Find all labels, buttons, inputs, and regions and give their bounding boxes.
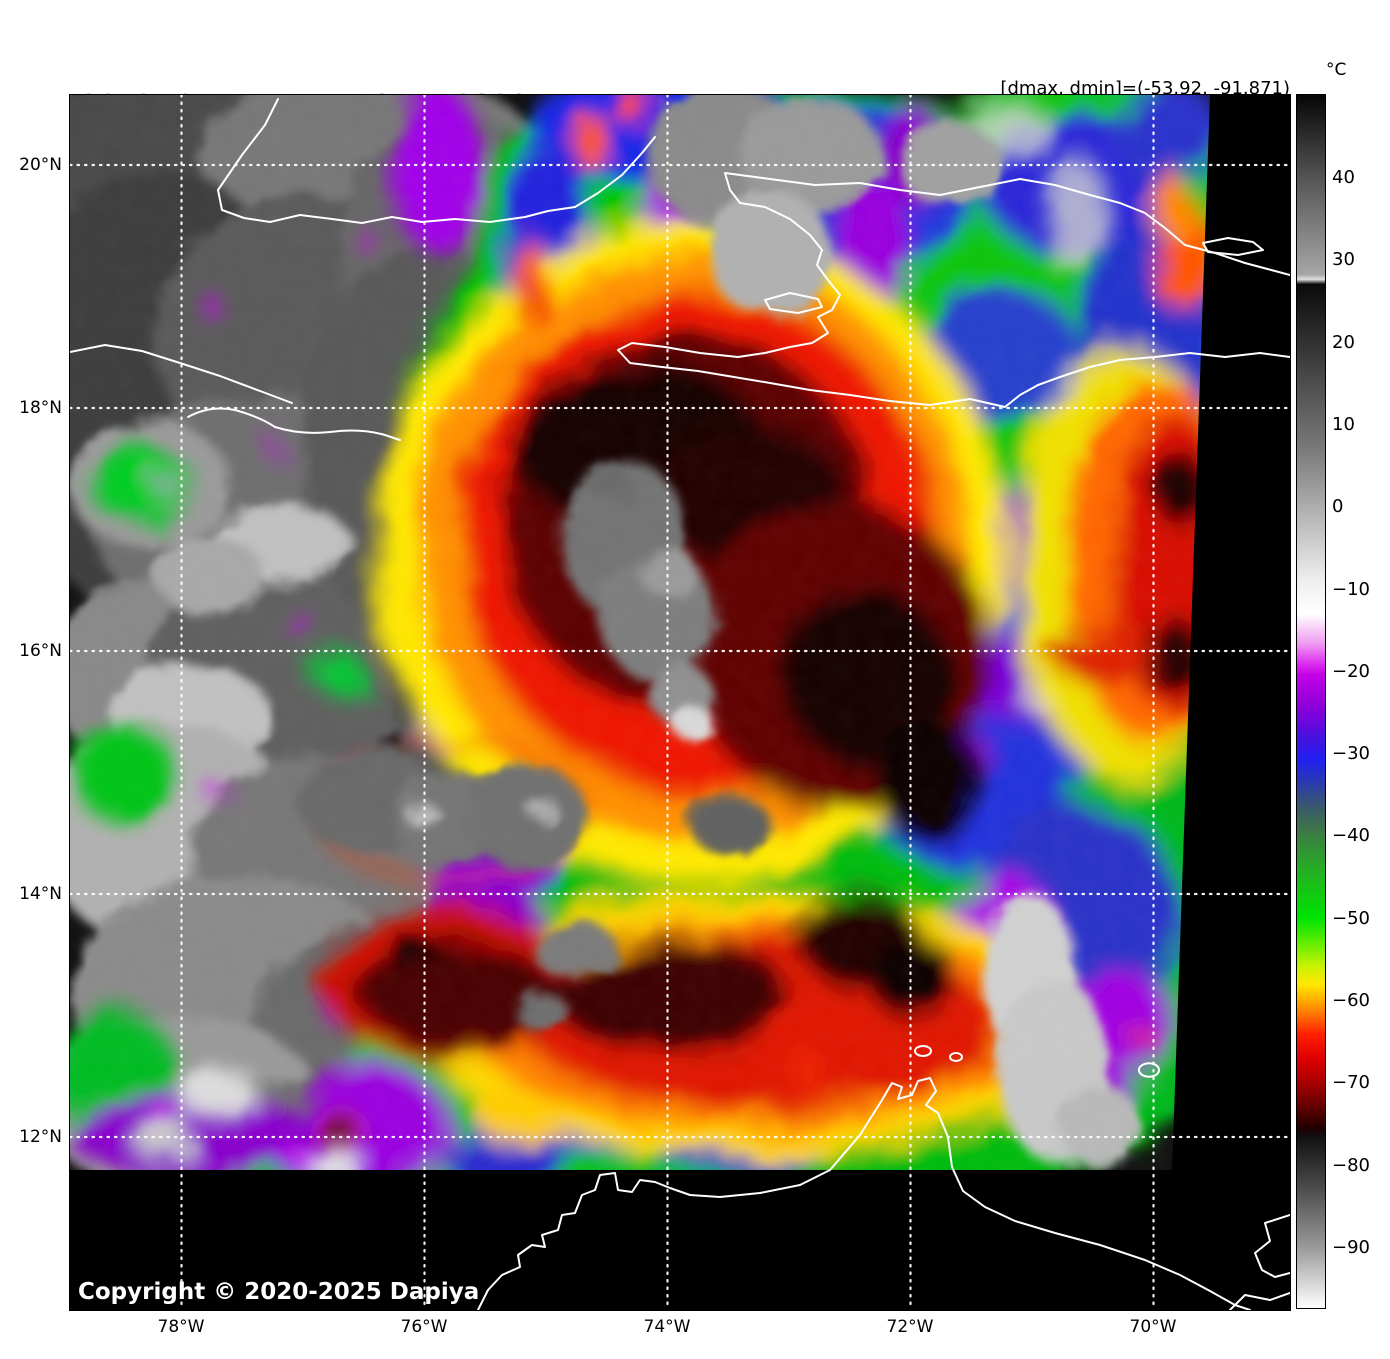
coastline-islet-2 [949,1052,963,1062]
colorbar-tick-label: −60 [1332,990,1370,1011]
colorbar-gradient [1297,95,1325,1308]
coastline-cuba [217,98,656,224]
coastline-hispaniola-north [724,172,1290,276]
lat-axis-label: 14°N [19,884,62,904]
coastline-gonave-island [764,292,823,314]
colorbar-tick-label: 20 [1332,332,1355,353]
coastline-south-america [477,1077,1251,1310]
coastline-paraguana [1254,1214,1290,1278]
lon-axis-label: 70°W [1129,1317,1177,1337]
lon-axis-label: 74°W [643,1317,691,1337]
lon-axis-label: 78°W [157,1317,205,1337]
colorbar-tick-label: −80 [1332,1155,1370,1176]
coastline-jamaica [187,407,401,441]
colorbar-tick-label: −30 [1332,743,1370,764]
satellite-imagery [70,95,1290,1310]
colorbar-tick-label: 30 [1332,249,1355,270]
colorbar-tick-label: −20 [1332,661,1370,682]
dmax-dmin-label: [dmax, dmin]=(-53.92, -91.871) [1000,78,1290,99]
colorbar-unit-label: °C [1326,60,1347,80]
colorbar-tick-label: −10 [1332,579,1370,600]
data-region [70,95,1210,1170]
lat-axis-label: 16°N [19,641,62,661]
lat-axis-label: 18°N [19,398,62,418]
colorbar-tick-label: −90 [1332,1237,1370,1258]
coastlines [70,98,1290,1310]
lon-axis-label: 72°W [886,1317,934,1337]
coastline-islet-1 [914,1045,932,1057]
coastline-cuba-west [70,344,293,404]
colorbar-tick-label: 40 [1332,167,1355,188]
coastline-aruba [1137,1062,1161,1078]
colorbar-tick-label: −40 [1332,825,1370,846]
colorbar [1296,94,1326,1309]
lon-axis-label: 76°W [400,1317,448,1337]
coastline-tortuga-island [1202,237,1264,256]
coastline-hispaniola-west [617,172,1290,408]
satellite-map [69,94,1291,1311]
coastline-bottom-right [1229,1292,1290,1310]
graticule [70,95,1290,1310]
copyright-label: Copyright © 2020-2025 Dapiya [78,1279,480,1305]
lat-axis-label: 12°N [19,1127,62,1147]
colorbar-tick-label: −50 [1332,908,1370,929]
colorbar-tick-label: 10 [1332,414,1355,435]
lat-axis-label: 20°N [19,155,62,175]
colorbar-tick-label: −70 [1332,1072,1370,1093]
pixel-grain [70,95,1210,1170]
colorbar-tick-label: 0 [1332,496,1344,517]
